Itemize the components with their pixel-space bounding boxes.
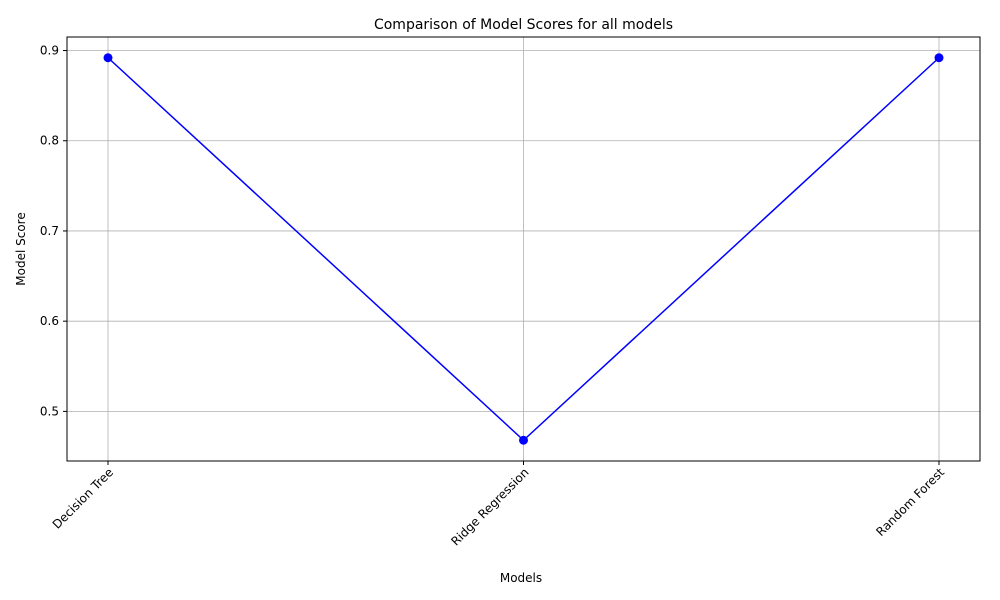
y-tick-label: 0.6 [40, 314, 59, 328]
data-point [519, 435, 528, 445]
data-point [934, 53, 944, 63]
chart-title: Comparison of Model Scores for all model… [374, 17, 673, 33]
x-axis-label: Models [500, 571, 542, 585]
series-layer [103, 53, 944, 445]
y-tick-label: 0.5 [40, 404, 59, 418]
x-tick-label: Random Forest [873, 465, 947, 539]
data-point [103, 53, 113, 63]
y-tick-label: 0.7 [40, 224, 59, 238]
x-tick-label: Ridge Regression [448, 465, 531, 548]
ticks-layer: 0.5 0.6 0.7 0.8 0.9 Decision Tree Ridge Regres… [40, 44, 947, 549]
x-tick-label: Decision Tree [50, 465, 116, 531]
grid-layer [67, 37, 980, 461]
y-tick-label: 0.8 [40, 134, 59, 148]
y-axis-label: Model Score [14, 212, 28, 285]
y-tick-label: 0.9 [40, 44, 59, 58]
